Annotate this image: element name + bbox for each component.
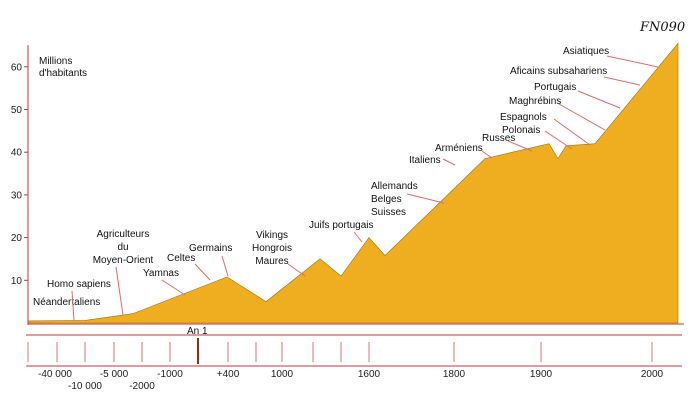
population-area — [27, 42, 679, 324]
y-tick-label-30: 30 — [11, 190, 23, 201]
annotation-5-line-0: Germains — [189, 243, 232, 254]
x-tick-label-10: 2000 — [641, 369, 664, 380]
x-tick-label-6: 1000 — [271, 369, 294, 380]
x-tick-label-1: -10 000 — [68, 381, 102, 392]
annotation-6-line-0: Vikings — [256, 230, 288, 241]
annotation-leader-11 — [507, 140, 533, 152]
annotation-leader-7 — [353, 231, 363, 243]
annotation-13-line-0: Espagnols — [500, 112, 547, 123]
y-tick-label-60: 60 — [11, 62, 23, 73]
annotation-leader-3 — [161, 279, 186, 296]
y-tick-label-40: 40 — [11, 148, 23, 159]
annotation-6-line-1: Hongrois — [252, 243, 292, 254]
brand-signature: FN090 — [639, 20, 685, 35]
annotation-14-line-0: Maghrébins — [509, 96, 561, 107]
annotation-6-line-2: Maures — [255, 256, 288, 267]
annotation-4-line-0: Celtes — [167, 253, 195, 264]
annotation-leader-6 — [287, 263, 306, 277]
annotation-11-line-0: Russes — [482, 133, 515, 144]
y-tick-label-20: 20 — [11, 233, 23, 244]
x-tick-label-2: -5 000 — [100, 369, 129, 380]
annotation-17-line-0: Asiatiques — [563, 46, 609, 57]
annotation-leader-14 — [558, 103, 606, 131]
annotation-leader-10 — [481, 150, 493, 159]
annotation-leader-9 — [442, 158, 456, 166]
x-tick-label-9: 1900 — [530, 369, 553, 380]
annotation-9-line-0: Italiens — [409, 155, 441, 166]
annotation-10-line-0: Arméniens — [435, 143, 483, 154]
annotation-2-line-0: Agriculteurs — [97, 229, 150, 240]
annotation-3-line-0: Yamnas — [143, 268, 179, 279]
x-tick-label-0: -40 000 — [38, 369, 72, 380]
an1-label: An 1 — [187, 326, 208, 337]
annotation-2-line-1: du — [117, 242, 128, 253]
annotation-1-line-0: Homo sapiens — [47, 279, 111, 290]
annotation-leader-16 — [603, 76, 641, 86]
annotation-12-line-0: Polonais — [502, 125, 540, 136]
x-tick-label-8: 1800 — [443, 369, 466, 380]
annotation-leader-12 — [544, 130, 573, 150]
annotation-leader-2 — [115, 266, 124, 316]
annotation-leader-1 — [71, 290, 75, 321]
y-tick-label-10: 10 — [11, 276, 23, 287]
annotation-leader-17 — [606, 55, 659, 68]
annotation-0-line-0: Néandertaliens — [33, 297, 100, 308]
annotation-leader-5 — [221, 255, 229, 277]
annotation-8-line-0: Allemands — [371, 181, 418, 192]
annotation-16-line-0: Aficains subsahariens — [510, 66, 607, 77]
y-tick-label-50: 50 — [11, 105, 23, 116]
annotation-leader-13 — [553, 118, 591, 146]
x-tick-label-4: -1000 — [157, 369, 183, 380]
annotation-7-line-0: Juifs portugais — [309, 220, 373, 231]
x-tick-label-3: -2000 — [129, 381, 155, 392]
x-tick-label-7: 1600 — [358, 369, 381, 380]
y-axis-label-line-0: Millions — [39, 56, 72, 67]
annotation-8-line-1: Belges — [371, 194, 402, 205]
annotation-leader-15 — [577, 90, 621, 109]
x-tick-label-5: +400 — [217, 369, 240, 380]
annotation-leader-8 — [406, 193, 445, 204]
annotation-8-line-2: Suisses — [371, 207, 406, 218]
y-axis-label-line-1: d'habitants — [39, 68, 87, 79]
annotation-2-line-2: Moyen-Orient — [93, 255, 154, 266]
annotation-15-line-0: Portugais — [534, 82, 576, 93]
annotation-leader-4 — [194, 263, 211, 281]
